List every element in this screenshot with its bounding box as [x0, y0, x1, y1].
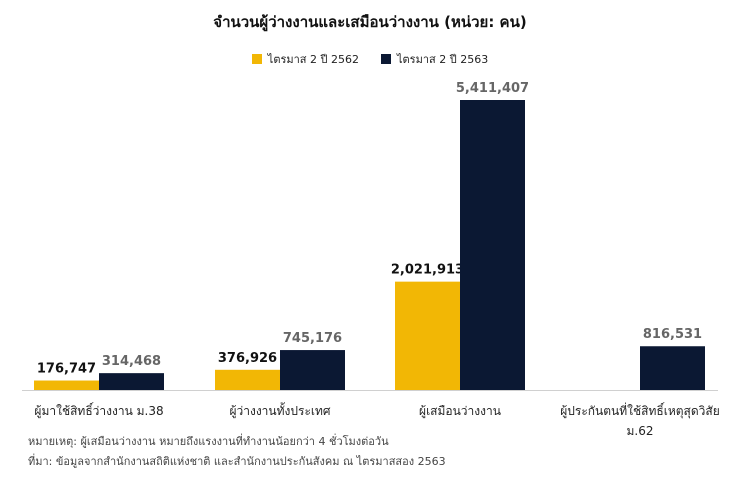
- data-label-2562-1: 376,926: [218, 351, 277, 366]
- legend: ไตรมาส 2 ปี 2562 ไตรมาส 2 ปี 2563: [0, 50, 740, 68]
- data-label-2563-0: 314,468: [102, 354, 161, 369]
- bar-2562-1: [215, 369, 280, 390]
- chart-title: จำนวนผู้ว่างงานและเสมือนว่างงาน (หน่วย: …: [213, 13, 527, 31]
- category-label-3-0: ผู้ประกันตนที่ใช้สิทธิ์เหตุสุดวิสัย: [560, 402, 720, 419]
- data-label-2563-3: 816,531: [643, 327, 702, 342]
- bar-2563-2: [460, 100, 525, 390]
- data-label-2563-2: 5,411,407: [456, 81, 529, 96]
- category-label-1-0: ผู้ว่างงานทั้งประเทศ: [229, 402, 330, 419]
- category-label-0-0: ผู้มาใช้สิทธิ์ว่างงาน ม.38: [34, 402, 163, 419]
- category-label-3-1: ม.62: [627, 424, 654, 438]
- legend-item-2563: ไตรมาส 2 ปี 2563: [381, 50, 488, 68]
- remark-note: หมายเหตุ: ผู้เสมือนว่างงาน หมายถึงแรงงาน…: [28, 435, 389, 448]
- legend-swatch-2563: [381, 54, 391, 64]
- data-label-2563-1: 745,176: [283, 331, 342, 346]
- bar-2563-0: [99, 373, 164, 390]
- notes: หมายเหตุ: ผู้เสมือนว่างงาน หมายถึงแรงงาน…: [28, 432, 446, 472]
- category-label-2-0: ผู้เสมือนว่างงาน: [419, 404, 501, 419]
- source-note: ที่มา: ข้อมูลจากสำนักงานสถิติแห่งชาติ แล…: [28, 455, 446, 468]
- legend-item-2562: ไตรมาส 2 ปี 2562: [251, 50, 359, 68]
- legend-label-2562: ไตรมาส 2 ปี 2562: [267, 53, 359, 66]
- legend-swatch-2562: [251, 54, 262, 64]
- bar-2563-3: [640, 346, 705, 390]
- legend-label-2563: ไตรมาส 2 ปี 2563: [397, 53, 489, 66]
- bar-2562-2: [395, 281, 460, 390]
- data-label-2562-0: 176,747: [37, 362, 96, 377]
- bar-2563-1: [280, 350, 345, 390]
- data-label-2562-2: 2,021,913: [391, 263, 464, 278]
- bar-2562-0: [34, 380, 99, 390]
